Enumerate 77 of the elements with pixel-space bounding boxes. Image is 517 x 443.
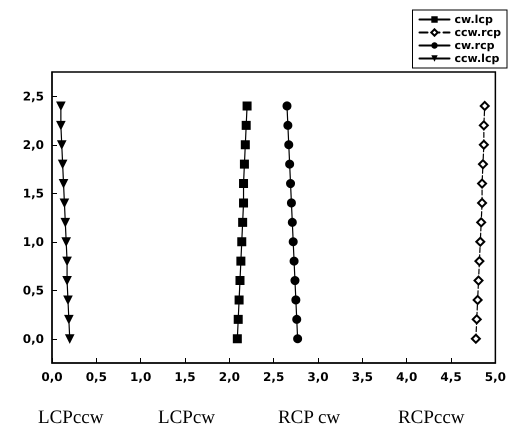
point (60, 198, 69, 208)
point (58, 160, 68, 169)
point (478, 120, 489, 130)
point (62, 276, 72, 286)
point (288, 237, 298, 246)
y-tick-label: 2,0 (22, 138, 44, 152)
y-tick-label: 0,5 (22, 283, 44, 298)
x-tick-label: 2,0 (218, 370, 240, 384)
legend-label: ccw.lcp (454, 52, 500, 65)
point (283, 120, 292, 130)
legend-label: cw.lcp (454, 13, 493, 26)
point (286, 198, 296, 208)
point (65, 334, 74, 344)
point (63, 295, 72, 304)
point (237, 237, 246, 246)
point (59, 179, 68, 188)
point (57, 140, 66, 150)
point (236, 256, 246, 266)
point (288, 218, 297, 227)
x-tick-label: 0,0 (41, 370, 63, 384)
x-tick-label: 5,0 (484, 370, 506, 384)
point (240, 140, 250, 150)
legend-label: ccw.rcp (454, 26, 502, 39)
point (239, 198, 248, 208)
point (242, 120, 251, 130)
y-tick-label: 1,5 (22, 186, 44, 200)
point (56, 101, 66, 110)
point (232, 334, 242, 344)
point (474, 256, 484, 266)
point (477, 178, 488, 189)
x-tick-label: 1,0 (130, 370, 152, 384)
point (476, 217, 486, 228)
point (242, 101, 252, 110)
x-tick-label: 3,0 (307, 370, 329, 384)
point (290, 276, 300, 286)
point (234, 295, 244, 304)
point (291, 295, 300, 304)
legend-label: cw.rcp (454, 39, 495, 52)
point (293, 334, 302, 344)
point (62, 237, 71, 246)
point (478, 159, 488, 170)
point (284, 140, 294, 150)
y-tick-label: 2,5 (22, 89, 44, 104)
point (472, 294, 483, 305)
point (60, 218, 70, 227)
point (64, 314, 74, 324)
point (478, 140, 489, 150)
point (285, 160, 294, 169)
point (472, 314, 482, 324)
point (286, 179, 296, 188)
point (475, 236, 486, 247)
point (290, 256, 299, 266)
x-tick-label: 3,5 (352, 370, 373, 384)
x-tick-label: 4,0 (396, 370, 418, 384)
x-tick-label: 2,5 (263, 370, 284, 384)
point (234, 314, 243, 324)
point (240, 160, 249, 169)
y-tick-label: 1,0 (22, 234, 44, 249)
point (56, 120, 66, 130)
text: RCP cw (278, 407, 340, 428)
text: LCPcw (158, 407, 216, 428)
point (238, 218, 248, 227)
x-tick-label: 4,5 (440, 370, 462, 384)
text: LCPccw (38, 407, 104, 428)
x-tick-label: 1,5 (174, 370, 196, 384)
point (62, 256, 72, 266)
point (235, 276, 244, 286)
point (239, 179, 248, 188)
point (282, 101, 292, 110)
point (474, 276, 484, 286)
y-tick-label: 0,0 (22, 332, 44, 346)
point (470, 334, 481, 344)
point (292, 314, 302, 324)
text: RCPccw (398, 407, 465, 428)
x-tick-label: 0,5 (86, 370, 107, 384)
point (477, 198, 488, 208)
point (480, 100, 490, 111)
